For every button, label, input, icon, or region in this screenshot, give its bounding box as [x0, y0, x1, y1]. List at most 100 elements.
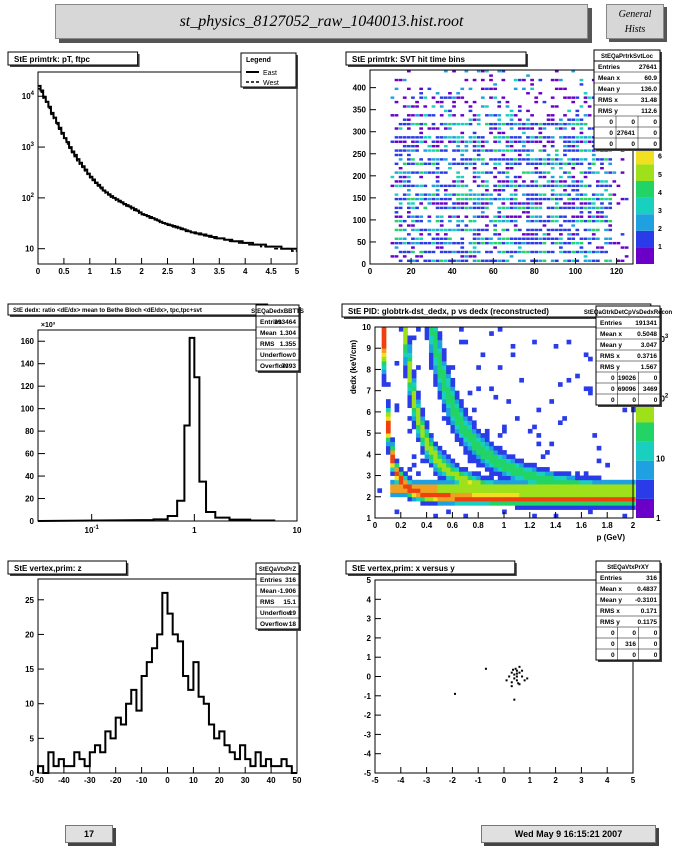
pid-cell [502, 509, 507, 515]
pid-cell [446, 462, 451, 468]
pid-cell [433, 479, 438, 485]
svt-cell [579, 131, 584, 135]
pid-cell [532, 424, 537, 430]
pid-cell [566, 488, 572, 493]
svt-cell [456, 144, 460, 148]
pid-cell [441, 352, 447, 358]
pid-cell [471, 484, 477, 489]
svt-cell [571, 167, 576, 170]
svt-cell [402, 250, 407, 254]
svt-cell [505, 250, 510, 254]
svt-cell [526, 122, 530, 126]
pid-cell [519, 462, 524, 468]
svt-cell [559, 250, 563, 254]
svt-cell [415, 144, 419, 148]
pid-cell [441, 403, 447, 409]
svt-cell [489, 114, 493, 117]
pid-cell [549, 399, 555, 404]
pid-cell [437, 467, 443, 472]
svt-cell [464, 197, 469, 201]
svt-cell [464, 228, 469, 232]
svt-cell [534, 100, 539, 104]
svt-cell [600, 197, 604, 201]
pid-cell [377, 488, 383, 493]
svt-cell [493, 246, 497, 249]
pid-cell [506, 479, 512, 485]
svt-cell [435, 171, 440, 174]
pid-cell [484, 454, 490, 459]
svt-cell [583, 219, 588, 223]
pid-cell [463, 467, 469, 472]
pid-cell [480, 441, 486, 447]
svt-cell [526, 215, 530, 218]
pid-cell [549, 501, 555, 506]
vtxz-title: StE vertex,prim: z [14, 564, 82, 573]
svt-cell [411, 158, 415, 161]
vtxxy-xtick-label: 2 [553, 776, 558, 785]
svt-cell [567, 140, 571, 143]
svt-cell [456, 180, 460, 183]
pid-cell [480, 488, 486, 493]
svt-cell [448, 92, 452, 95]
pt-xtick-label: 3 [191, 267, 196, 276]
pid-cell [613, 501, 619, 506]
pid-cell [609, 484, 615, 489]
svt-cell [567, 202, 571, 205]
svt-stats-cell: 0 [609, 119, 613, 126]
pid-cell [428, 441, 434, 447]
svt-cell [443, 109, 448, 113]
svt-cell [513, 250, 518, 254]
svt-cell [517, 184, 522, 188]
svt-cell [439, 149, 444, 152]
svt-cell [579, 78, 584, 82]
svt-cell [505, 175, 510, 179]
svt-cell [571, 96, 576, 99]
pt-xtick-label: 2 [139, 267, 144, 276]
pid-cell [588, 475, 593, 481]
svt-cell [394, 100, 399, 104]
svt-cell [394, 184, 399, 188]
pid-cell [433, 369, 438, 375]
svt-cell [587, 105, 592, 108]
vtxxy-ytick-label: 2 [367, 634, 372, 643]
svt-cell [464, 158, 469, 161]
svt-cell [427, 87, 432, 91]
svt-cell [394, 219, 399, 223]
svt-cell [608, 228, 613, 232]
pid-cell [454, 390, 460, 396]
svt-cell [571, 100, 576, 104]
pid-cell [463, 450, 469, 455]
pid-cell [450, 467, 456, 472]
vtxxy-stats-key: Entries [600, 575, 622, 582]
svt-cell [419, 92, 424, 95]
svt-cell [604, 171, 608, 174]
pid-cell [394, 407, 400, 413]
svt-cell [554, 149, 559, 152]
pid-cell [420, 458, 426, 464]
pid-cell [403, 327, 408, 332]
svt-stats-val: 31.48 [641, 97, 658, 104]
svt-stats-key: RMS x [598, 97, 618, 104]
svt-cell [530, 193, 534, 196]
svt-cell [517, 136, 522, 139]
pid-cell [433, 360, 438, 366]
pid-cell [407, 352, 413, 358]
svt-cell [501, 228, 506, 232]
svt-cell [468, 109, 473, 113]
svt-cell [509, 184, 514, 188]
pid-cell [420, 416, 426, 421]
pid-cell [588, 484, 593, 489]
svt-cell [435, 175, 440, 179]
svt-cell [439, 184, 444, 188]
svt-cell [587, 184, 592, 188]
svt-cell [489, 78, 493, 82]
pt-ytick-label: 103 [22, 142, 35, 152]
pid-cell [467, 424, 473, 430]
svt-cell [509, 197, 514, 201]
pid-cell [433, 484, 438, 489]
pid-cell [527, 501, 533, 506]
pid-cell [385, 416, 391, 421]
svt-cell [559, 136, 563, 139]
svt-cell [435, 140, 440, 143]
svt-cell [567, 118, 571, 121]
